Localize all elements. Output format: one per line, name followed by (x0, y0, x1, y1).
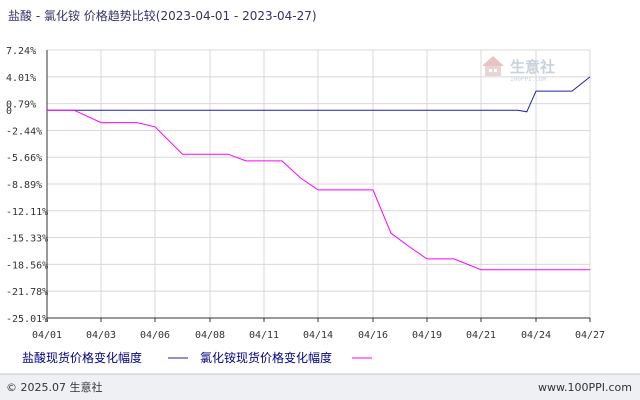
series-layer (47, 76, 591, 271)
series-line-2 (47, 109, 590, 271)
y-tick-label: 4.01% (6, 73, 36, 84)
x-tick-label: 04/08 (195, 330, 225, 341)
watermark-logo: 生意社 100PPI.COM (482, 56, 555, 83)
legend-series-1-label: 盐酸现货价格变化幅度 (22, 350, 142, 365)
y-tick-label: -8.89% (6, 180, 42, 191)
x-tick-label: 04/03 (86, 330, 116, 341)
watermark-brand: 生意社 (510, 58, 555, 76)
x-tick-label: 04/21 (466, 330, 496, 341)
watermark-domain: 100PPI.COM (510, 76, 547, 83)
x-tick-label: 04/27 (575, 330, 605, 341)
y-tick-label: 0.79% (6, 100, 36, 111)
y-zero-label: 0 (6, 106, 12, 117)
footer-copyright: © 2025.07 生意社 (6, 380, 102, 394)
series-line-1 (47, 76, 591, 113)
house-logo-icon (482, 56, 504, 76)
footer-bar (0, 374, 640, 400)
x-tick-label: 04/16 (358, 330, 388, 341)
y-tick-label: -18.56% (6, 260, 48, 271)
chart-title: 盐酸 - 氯化铵 价格趋势比较(2023-04-01 - 2023-04-27) (8, 8, 317, 23)
legend: 盐酸现货价格变化幅度 氯化铵现货价格变化幅度 (22, 350, 372, 365)
legend-series-2-label: 氯化铵现货价格变化幅度 (200, 350, 332, 365)
footer-site-link[interactable]: www.100PPI.com (538, 381, 632, 394)
x-tick-label: 04/01 (32, 330, 62, 341)
x-tick-label: 04/14 (303, 330, 333, 341)
y-tick-label: -12.11% (6, 207, 48, 218)
y-tick-label: -25.01% (6, 314, 48, 325)
x-tick-labels: 04/01 04/03 04/06 04/08 04/11 04/14 04/16 04/19… (32, 330, 605, 341)
grid-layer (46, 49, 591, 319)
y-tick-label: -5.66% (6, 153, 42, 164)
y-tick-label: -15.33% (6, 234, 48, 245)
y-tick-labels: 7.24% 4.01% 0.79% -2.44% -5.66% -8.89% -12.11%… (6, 46, 48, 325)
x-tick-label: 04/06 (140, 330, 170, 341)
x-tick-label: 04/19 (412, 330, 442, 341)
y-tick-label: -2.44% (6, 126, 42, 137)
x-tick-label: 04/24 (521, 330, 551, 341)
x-tick-label: 04/11 (249, 330, 279, 341)
y-tick-label: 7.24% (6, 46, 36, 57)
axis-layer (46, 50, 591, 322)
y-tick-label: -21.78% (6, 287, 48, 298)
